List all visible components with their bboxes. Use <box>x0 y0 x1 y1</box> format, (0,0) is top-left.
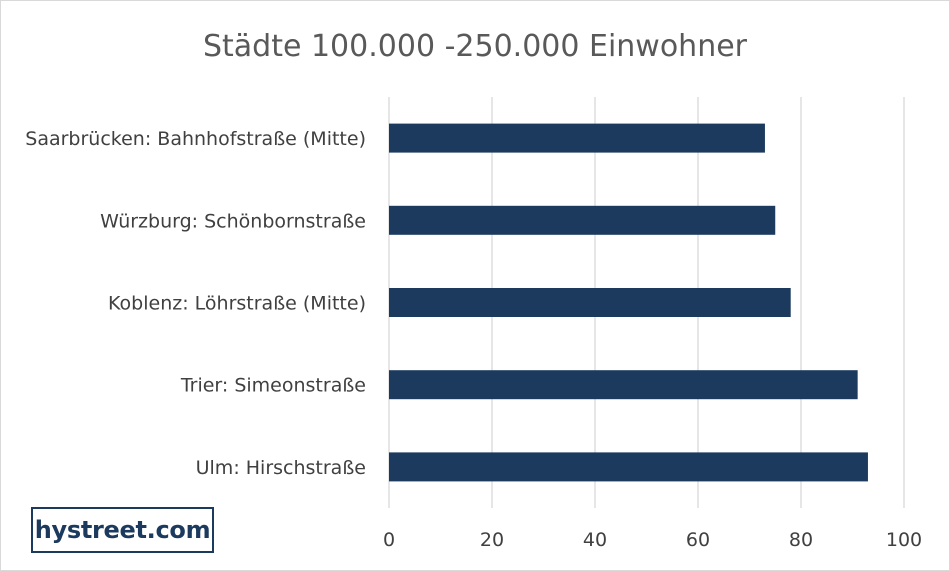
bar <box>389 288 791 317</box>
category-label: Ulm: Hirschstraße <box>196 457 366 479</box>
category-label-layer: Saarbrücken: Bahnhofstraße (Mitte) Würzbu… <box>25 128 366 479</box>
category-label: Koblenz: Löhrstraße (Mitte) <box>108 293 366 315</box>
bar <box>389 370 858 400</box>
bar <box>389 452 868 482</box>
category-label: Würzburg: Schönbornstraße <box>100 210 366 232</box>
chart-title: Städte 100.000 -250.000 Einwohner <box>203 29 748 64</box>
logo-text: hystreet.com <box>34 516 211 544</box>
grid-layer <box>388 97 905 508</box>
bar-layer <box>389 123 868 482</box>
x-tick-label: 60 <box>686 529 710 551</box>
x-tick-label: 80 <box>789 529 813 551</box>
x-tick-label: 0 <box>383 529 395 551</box>
category-label: Trier: Simeonstraße <box>180 375 366 397</box>
x-tick-label: 20 <box>480 529 504 551</box>
bar <box>389 205 776 235</box>
x-axis-tick-layer: 0 20 40 60 80 100 <box>383 529 922 551</box>
bar <box>389 123 765 153</box>
x-tick-label: 40 <box>583 529 607 551</box>
x-tick-label: 100 <box>886 529 922 551</box>
hystreet-logo: hystreet.com <box>31 507 214 553</box>
category-label: Saarbrücken: Bahnhofstraße (Mitte) <box>25 128 366 150</box>
